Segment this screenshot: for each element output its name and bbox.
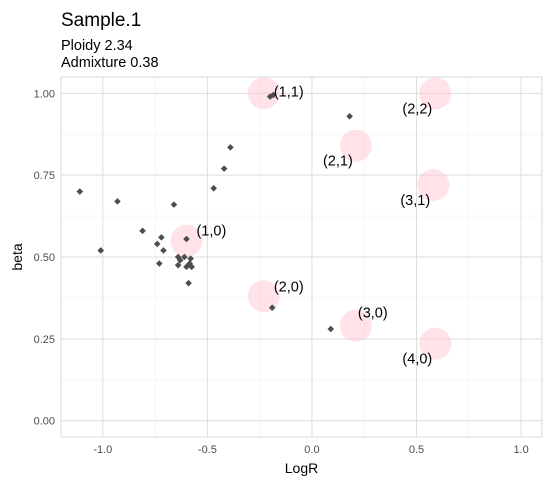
- segment-point: [160, 247, 167, 254]
- segment-point: [153, 240, 161, 248]
- segment-point: [220, 165, 228, 172]
- chart-subtitle-admixture: Admixture 0.38: [61, 55, 159, 71]
- state-circle: [339, 129, 372, 162]
- state-label: (1,0): [196, 224, 226, 240]
- segment-point: [97, 247, 105, 254]
- state-label: (3,1): [400, 193, 430, 209]
- segment-point: [183, 263, 190, 271]
- x-tick-label: 0.5: [409, 444, 424, 456]
- y-tick-label: 0.00: [34, 416, 55, 428]
- segment-point: [268, 304, 276, 312]
- state-label: (1,1): [274, 84, 304, 100]
- segment-point: [174, 261, 182, 269]
- segment-point: [185, 279, 192, 287]
- chart-subtitle-ploidy: Ploidy 2.34: [61, 38, 133, 54]
- segment-point: [183, 235, 190, 243]
- segment-point: [174, 253, 182, 261]
- y-tick-label: 0.25: [34, 334, 55, 346]
- state-circle: [339, 309, 372, 342]
- segment-point: [327, 325, 335, 333]
- x-tick-label: 0.0: [304, 444, 319, 456]
- segment-point: [176, 256, 184, 264]
- state-circle: [247, 280, 280, 313]
- segment-point: [210, 184, 217, 192]
- segment-point: [346, 112, 353, 120]
- chart-title: Sample.1: [61, 10, 141, 31]
- y-axis-title: beta: [9, 243, 25, 270]
- x-tick-label: -0.5: [198, 444, 217, 456]
- x-tick-label: 1.0: [513, 444, 528, 456]
- segment-point: [139, 227, 146, 235]
- state-label: (2,0): [274, 279, 304, 295]
- y-tick-label: 0.75: [34, 170, 55, 182]
- segment-point: [114, 198, 121, 205]
- x-axis-title: LogR: [285, 460, 318, 476]
- state-label: (3,0): [358, 306, 388, 322]
- segment-point: [188, 263, 196, 271]
- segment-point: [158, 234, 165, 241]
- segment-point: [76, 188, 84, 195]
- y-tick-label: 1.00: [34, 88, 55, 100]
- segment-point: [181, 253, 188, 261]
- x-tick-label: -1.0: [93, 444, 112, 456]
- y-tick-label: 0.50: [34, 252, 55, 264]
- segment-point: [186, 260, 193, 267]
- state-circle: [419, 77, 452, 110]
- state-circle: [419, 327, 452, 360]
- state-circle: [417, 169, 450, 201]
- segment-point: [187, 255, 194, 262]
- state-label: (2,1): [323, 154, 353, 170]
- state-label: (2,2): [402, 101, 432, 117]
- segment-point: [227, 144, 234, 151]
- segment-point: [269, 91, 277, 99]
- plot-area: -1.0 -0.5 0.0 0.5 1.0 0.00 0.25 0.50 0.75 1.00 (1,…: [9, 76, 543, 476]
- panel-border: [60, 76, 543, 438]
- state-label: (4,0): [402, 352, 432, 368]
- segment-point: [170, 201, 178, 208]
- segment-point: [155, 260, 163, 267]
- state-circle: [247, 77, 280, 110]
